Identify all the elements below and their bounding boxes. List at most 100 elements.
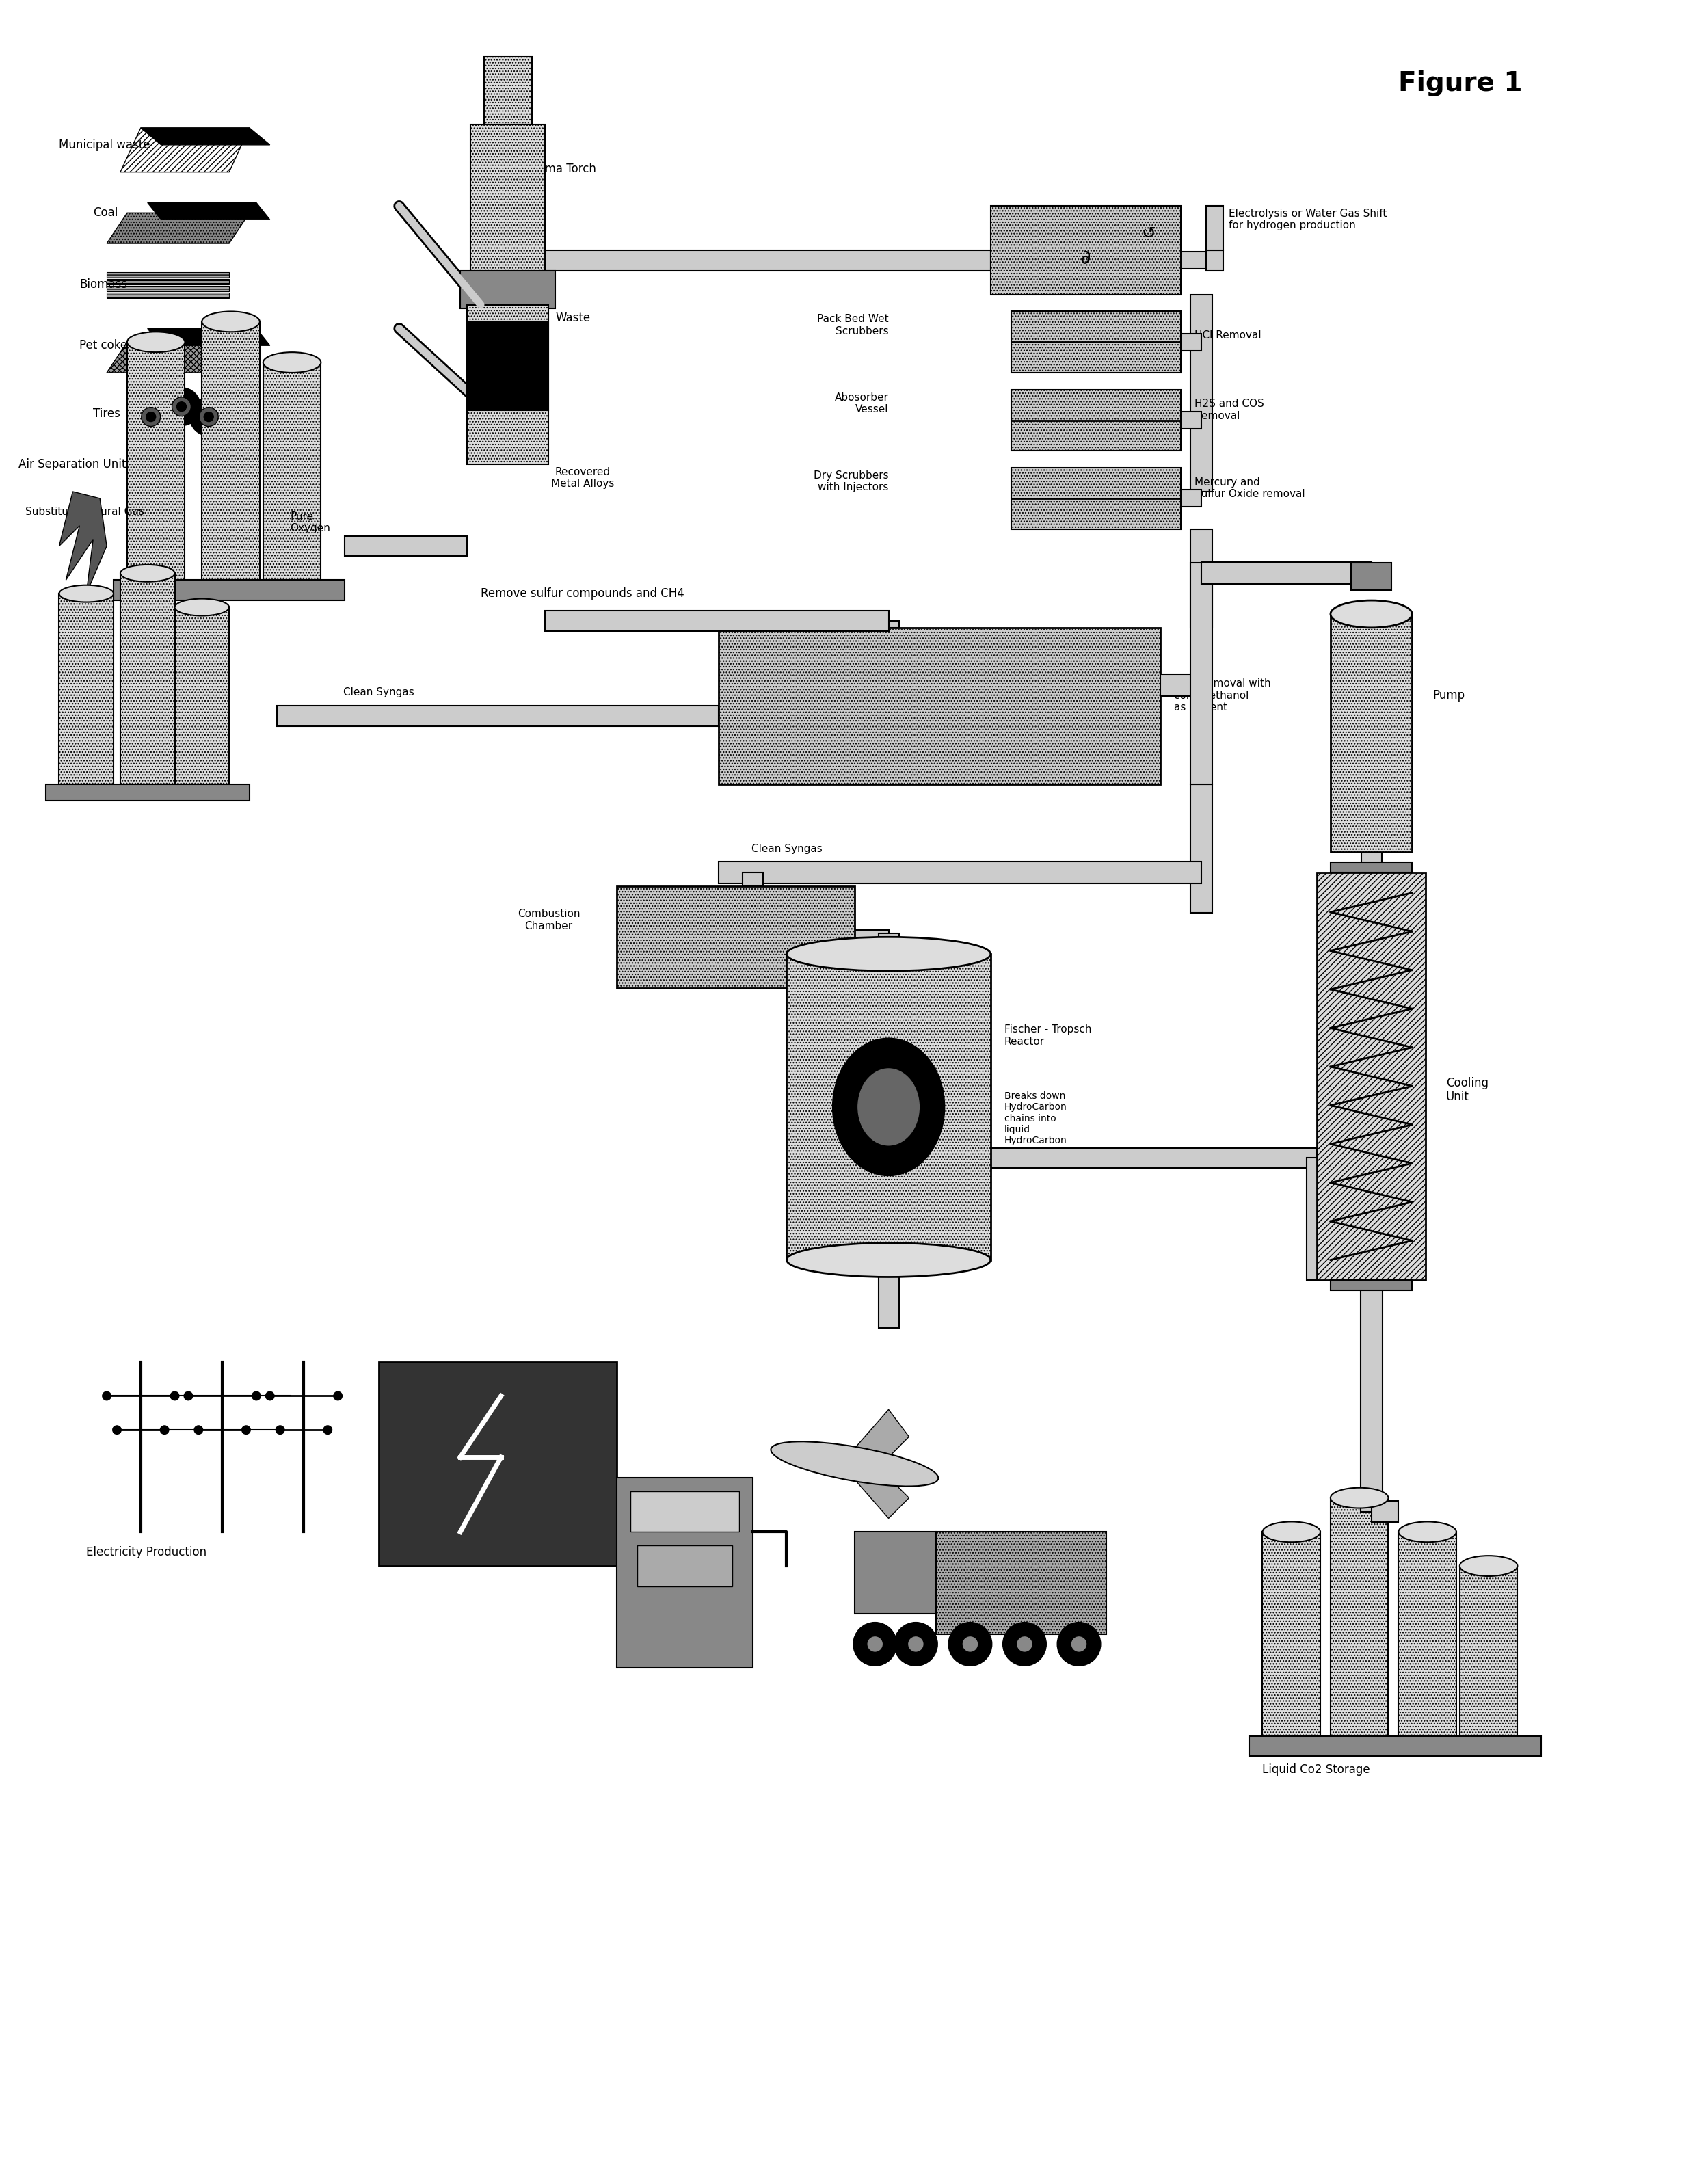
Ellipse shape	[59, 585, 113, 603]
Circle shape	[266, 1391, 274, 1400]
Ellipse shape	[175, 598, 229, 616]
Bar	[113, 581, 345, 601]
Text: Breaks down
HydroCarbon
chains into
liquid
HydroCarbon
fuels: Breaks down HydroCarbon chains into liqu…	[1004, 1092, 1066, 1158]
Circle shape	[1002, 1623, 1046, 1666]
Bar	[1361, 1280, 1383, 1511]
Polygon shape	[148, 203, 269, 221]
FancyBboxPatch shape	[1011, 312, 1181, 373]
Circle shape	[113, 1426, 121, 1435]
Ellipse shape	[787, 937, 991, 972]
Bar	[1330, 863, 1413, 871]
Ellipse shape	[1460, 1555, 1517, 1577]
Circle shape	[103, 1391, 111, 1400]
Text: Recovered
Metal Alloys: Recovered Metal Alloys	[552, 467, 614, 489]
Text: Liquid Co2 Storage: Liquid Co2 Storage	[1263, 1765, 1371, 1776]
Circle shape	[160, 1426, 170, 1435]
Circle shape	[241, 1426, 251, 1435]
Circle shape	[172, 397, 192, 417]
Bar	[991, 1149, 1317, 1168]
Polygon shape	[141, 129, 269, 144]
Text: Dry Scrubbers
with Injectors: Dry Scrubbers with Injectors	[814, 470, 888, 494]
FancyBboxPatch shape	[1460, 1566, 1517, 1736]
Circle shape	[895, 1623, 937, 1666]
Polygon shape	[121, 129, 249, 173]
Polygon shape	[148, 328, 269, 345]
Bar	[461, 271, 555, 308]
Bar	[617, 1479, 752, 1669]
FancyBboxPatch shape	[262, 363, 321, 581]
Bar	[345, 535, 468, 557]
FancyBboxPatch shape	[1011, 389, 1181, 450]
Text: Abosorber
Vessel: Abosorber Vessel	[834, 393, 888, 415]
Bar	[1201, 561, 1371, 583]
Text: Pack Bed Wet
Scrubbers: Pack Bed Wet Scrubbers	[817, 314, 888, 336]
Text: H2S and COS
Removal: H2S and COS Removal	[1194, 400, 1265, 422]
Circle shape	[1071, 1636, 1087, 1653]
FancyBboxPatch shape	[121, 572, 175, 784]
Bar	[1351, 563, 1391, 590]
Bar	[106, 286, 229, 290]
Bar	[937, 1531, 1107, 1634]
FancyBboxPatch shape	[1398, 1531, 1457, 1736]
Bar	[1161, 675, 1201, 697]
FancyBboxPatch shape	[1317, 871, 1426, 1280]
Bar	[1181, 489, 1201, 507]
Text: Pet coke: Pet coke	[79, 339, 128, 352]
Circle shape	[333, 1391, 343, 1400]
Ellipse shape	[833, 1037, 945, 1175]
Bar	[1181, 334, 1201, 352]
FancyBboxPatch shape	[471, 124, 545, 273]
Circle shape	[323, 1426, 333, 1435]
FancyBboxPatch shape	[617, 887, 854, 987]
Bar	[725, 919, 745, 987]
Bar	[106, 273, 229, 277]
Bar	[854, 1531, 937, 1614]
Text: CO2  removal with
cold methanol
as solvent: CO2 removal with cold methanol as solven…	[1174, 679, 1272, 712]
Circle shape	[193, 1426, 204, 1435]
Text: HCl Removal: HCl Removal	[1194, 330, 1262, 341]
Circle shape	[177, 402, 187, 411]
Circle shape	[146, 413, 156, 422]
Text: Mercury and
Sulfur Oxide removal: Mercury and Sulfur Oxide removal	[1194, 476, 1305, 500]
Bar	[545, 612, 888, 631]
Ellipse shape	[1263, 1522, 1320, 1542]
Text: $\circlearrowleft$: $\circlearrowleft$	[1139, 225, 1156, 242]
Bar	[1250, 1736, 1541, 1756]
Bar	[1206, 251, 1223, 271]
Text: Pure
Oxygen: Pure Oxygen	[291, 511, 331, 533]
Circle shape	[190, 397, 227, 437]
Bar	[1191, 529, 1213, 627]
Bar	[1181, 413, 1201, 428]
FancyBboxPatch shape	[1330, 1498, 1388, 1736]
Circle shape	[276, 1426, 284, 1435]
Ellipse shape	[1398, 1522, 1457, 1542]
Text: Clean Syngas: Clean Syngas	[343, 688, 414, 697]
Text: Plasma Torch: Plasma Torch	[521, 162, 595, 175]
Bar	[1307, 1158, 1327, 1280]
Text: Cooling
Unit: Cooling Unit	[1447, 1077, 1489, 1103]
Bar	[106, 293, 229, 297]
Text: Remove sulfur compounds and CH4: Remove sulfur compounds and CH4	[481, 587, 685, 601]
Bar	[878, 1260, 898, 1328]
FancyBboxPatch shape	[484, 57, 532, 124]
Circle shape	[1058, 1623, 1100, 1666]
FancyBboxPatch shape	[991, 205, 1181, 295]
FancyBboxPatch shape	[787, 954, 991, 1260]
Bar	[1191, 563, 1213, 784]
Polygon shape	[106, 212, 249, 242]
Circle shape	[183, 1391, 193, 1400]
Bar	[735, 930, 888, 950]
Bar	[878, 933, 898, 954]
Polygon shape	[59, 491, 106, 594]
Text: Municipal waste: Municipal waste	[59, 140, 150, 151]
Circle shape	[949, 1623, 992, 1666]
Circle shape	[962, 1636, 979, 1653]
FancyBboxPatch shape	[59, 594, 113, 784]
Circle shape	[252, 1391, 261, 1400]
Ellipse shape	[128, 332, 185, 352]
Ellipse shape	[858, 1068, 918, 1144]
Bar	[1191, 784, 1213, 913]
FancyBboxPatch shape	[468, 304, 548, 465]
Ellipse shape	[1330, 601, 1413, 627]
FancyBboxPatch shape	[128, 343, 185, 581]
